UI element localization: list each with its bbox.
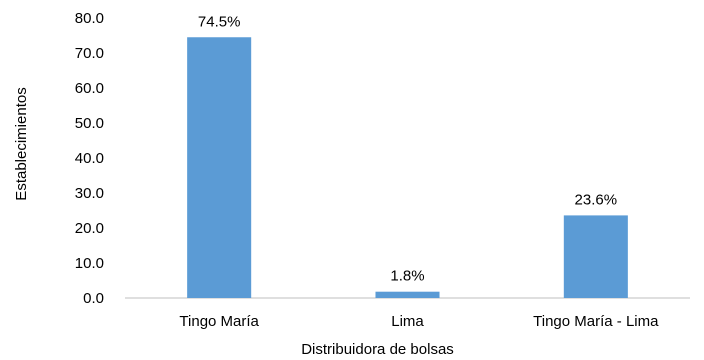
y-tick-label: 30.0 xyxy=(75,185,104,202)
x-tick-label: Tingo María - Lima xyxy=(533,313,659,330)
y-tick-label: 60.0 xyxy=(75,80,104,97)
y-tick-label: 70.0 xyxy=(75,45,104,62)
data-label: 1.8% xyxy=(390,268,424,285)
y-tick-label: 0.0 xyxy=(83,290,104,307)
y-tick-label: 40.0 xyxy=(75,150,104,167)
data-label: 74.5% xyxy=(198,13,241,30)
x-tick-label: Tingo María xyxy=(179,313,259,330)
bar xyxy=(563,215,628,298)
data-label: 23.6% xyxy=(575,191,618,208)
bar xyxy=(375,291,440,298)
x-tick-label: Lima xyxy=(391,313,424,330)
y-tick-label: 10.0 xyxy=(75,255,104,272)
x-axis-tick-labels: Tingo María Lima Tingo María - Lima xyxy=(179,313,659,330)
y-axis-title: Establecimientos xyxy=(13,87,30,200)
bars: 74.5% 1.8% 23.6% xyxy=(187,13,628,298)
y-axis-ticks: 0.0 10.0 20.0 30.0 40.0 50.0 60.0 70.0 80.0 xyxy=(75,10,104,307)
y-tick-label: 20.0 xyxy=(75,220,104,237)
y-tick-label: 50.0 xyxy=(75,115,104,132)
x-axis-title: Distribuidora de bolsas xyxy=(301,341,454,358)
bar xyxy=(187,37,252,298)
y-tick-label: 80.0 xyxy=(75,10,104,27)
